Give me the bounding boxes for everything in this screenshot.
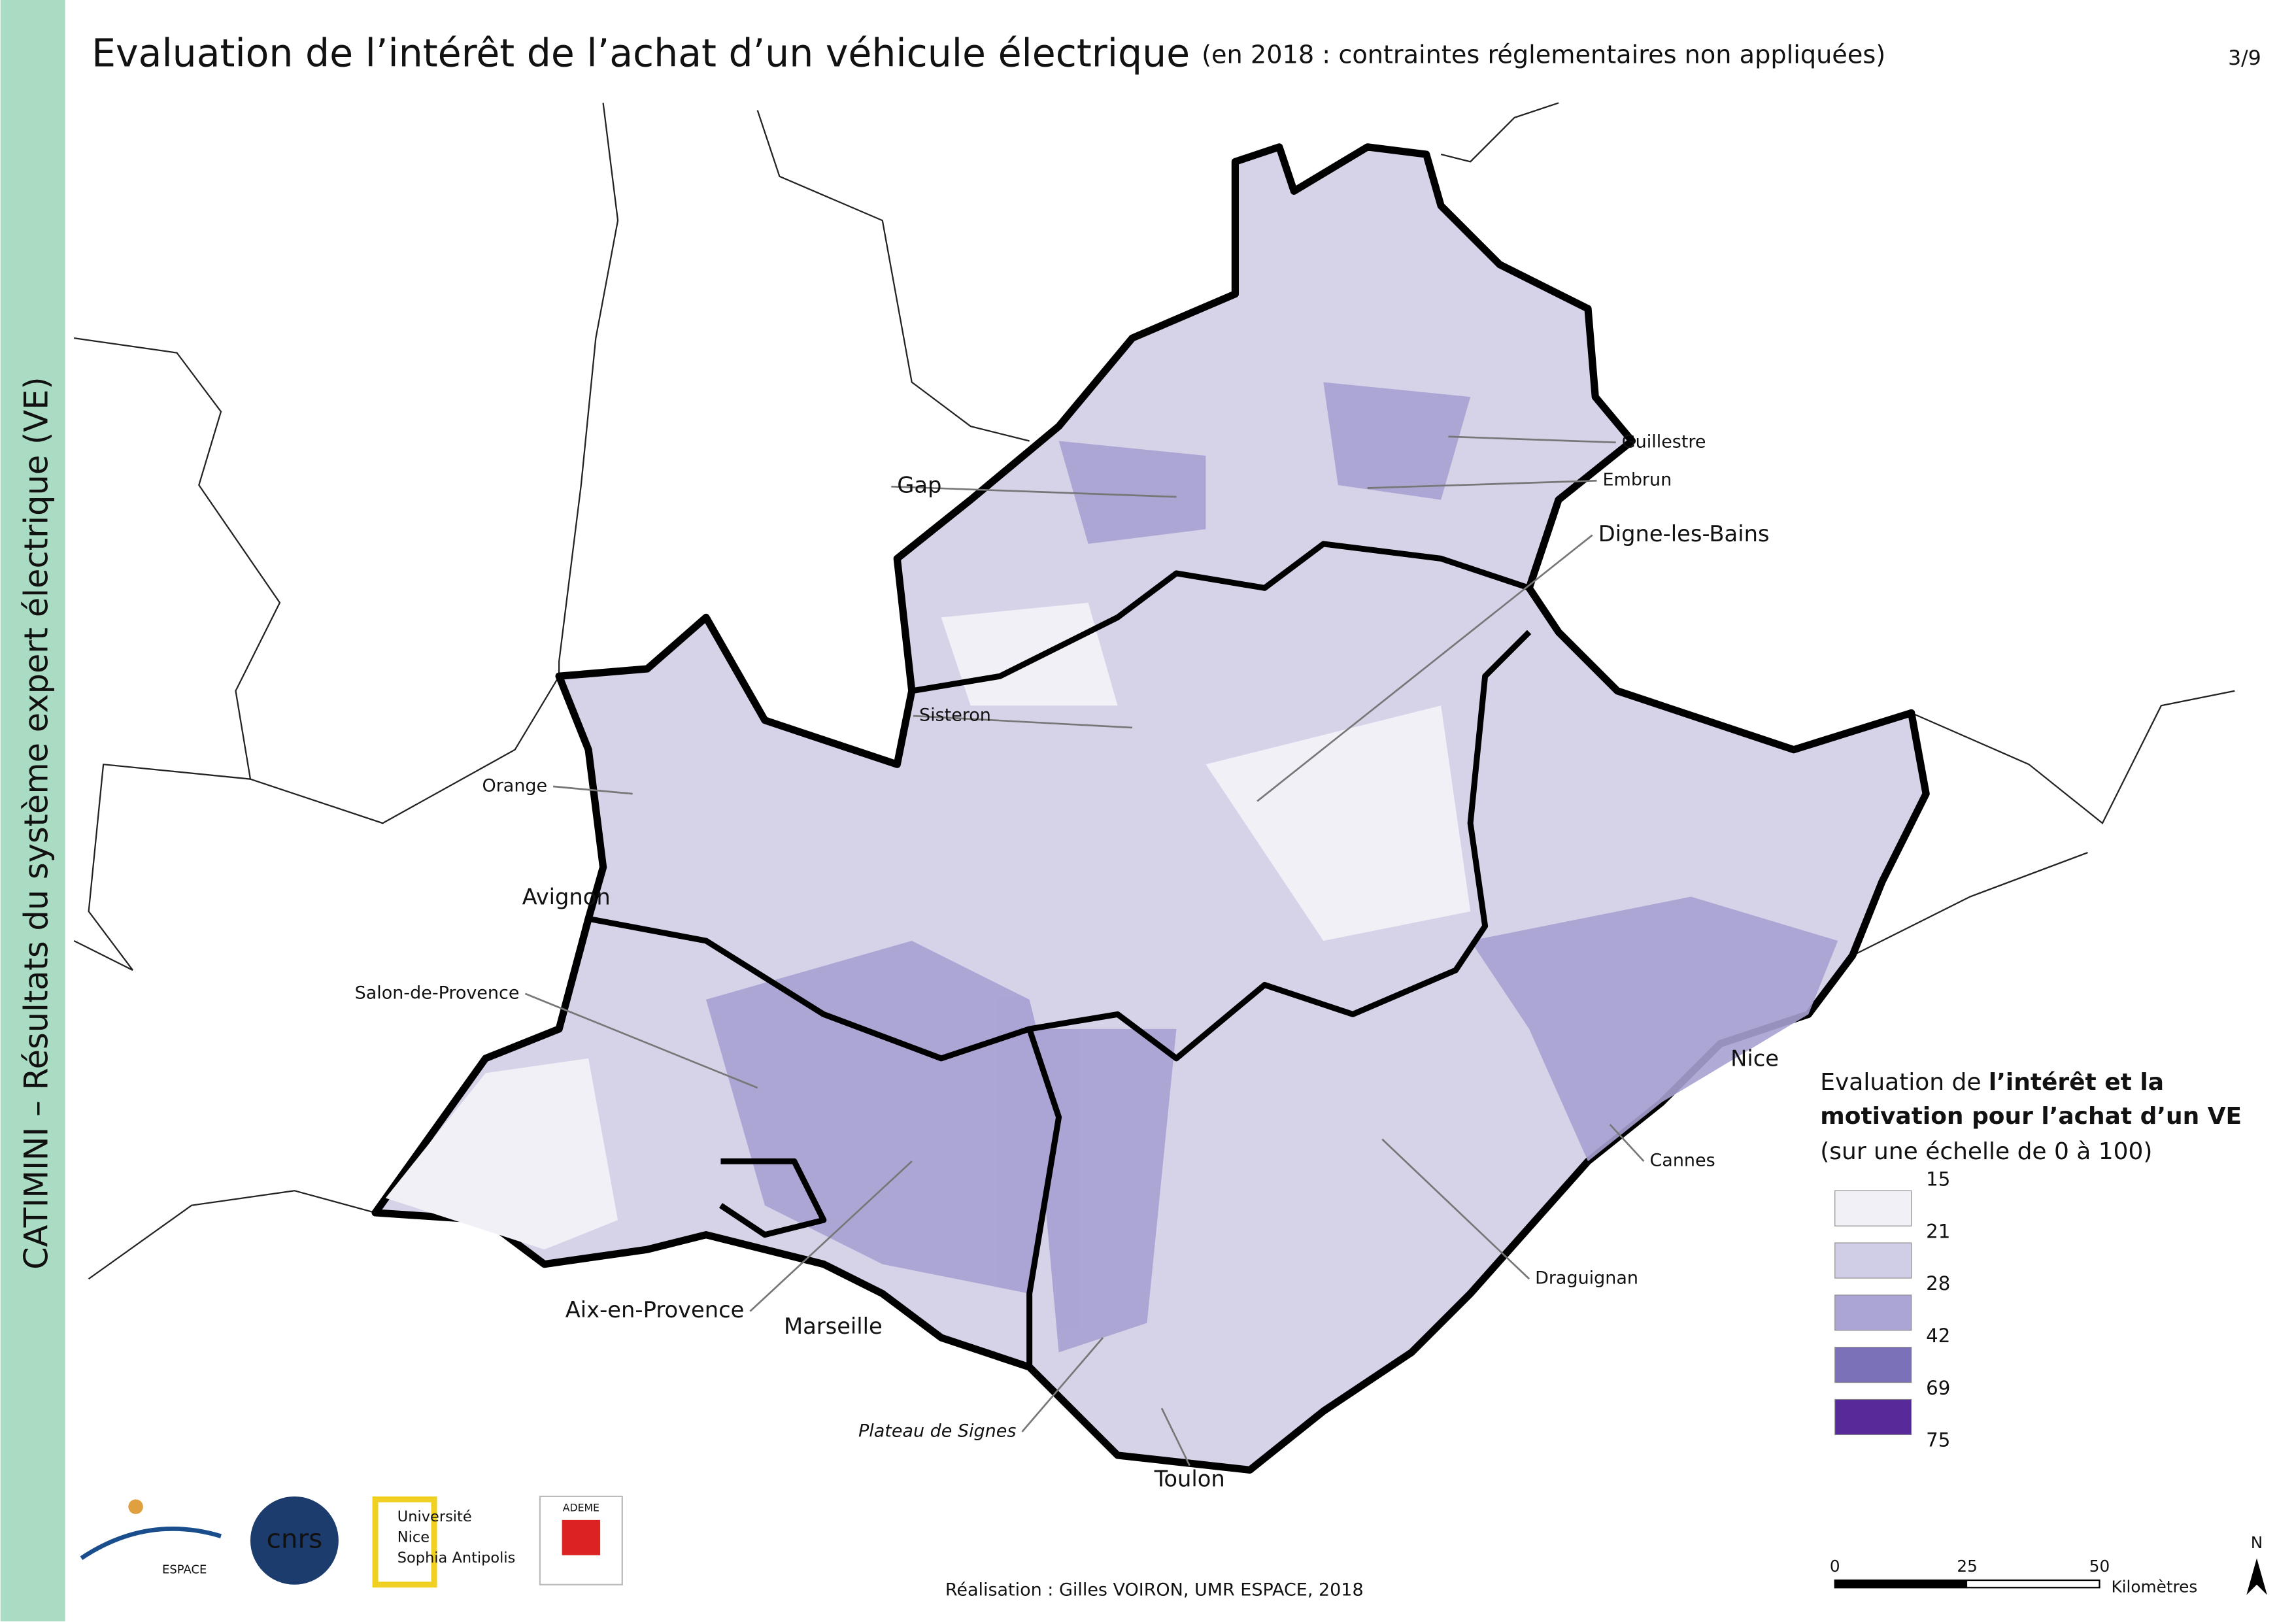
scale-label: 50 — [2089, 1557, 2110, 1576]
high-interest-zones — [705, 382, 1838, 1353]
place-label: Gap — [897, 473, 941, 498]
page-number: 3/9 — [2228, 46, 2261, 70]
place-label: Avignon — [522, 884, 611, 909]
place-labels: Gap Guillestre Embrun Digne-les-Bains Sister… — [355, 431, 1779, 1491]
place-label: Salon-de-Provence — [355, 983, 520, 1003]
legend-label: 28 — [1926, 1272, 1950, 1294]
logo-cnrs: cnrs — [267, 1523, 323, 1554]
department-borders — [588, 541, 1532, 1368]
sidebar-text: CATIMINI – Résultats du système expert é… — [18, 377, 56, 1270]
scale-unit: Kilomètres — [2111, 1577, 2197, 1596]
leader-line — [1367, 479, 1597, 489]
legend-swatch — [1834, 1398, 1912, 1436]
leader-line — [913, 715, 1133, 729]
leader-line — [891, 485, 1177, 498]
leader-line — [1448, 435, 1616, 444]
place-label: Nice — [1730, 1046, 1779, 1072]
scale-label: 25 — [1957, 1557, 1977, 1576]
leader-line — [1381, 1138, 1530, 1280]
logo-univ: Université — [397, 1508, 472, 1525]
logo-ademe: ADEME — [563, 1501, 599, 1514]
credit: Réalisation : Gilles VOIRON, UMR ESPACE,… — [945, 1580, 1364, 1600]
legend-label: 69 — [1926, 1377, 1950, 1399]
legend-swatch — [1834, 1294, 1912, 1331]
leader-line — [1160, 1408, 1190, 1466]
place-label: Embrun — [1603, 470, 1672, 490]
legend-label: 75 — [1926, 1429, 1950, 1451]
place-label: Plateau de Signes — [858, 1421, 1016, 1441]
place-label: Aix-en-Provence — [565, 1297, 745, 1323]
leader-line — [749, 1160, 913, 1312]
scale-bar: 0 25 50 Kilomètres — [1830, 1557, 2197, 1596]
leader-line — [1257, 534, 1593, 802]
legend-swatch — [1834, 1347, 1912, 1383]
leader-line — [1609, 1124, 1645, 1162]
place-label: Orange — [482, 775, 547, 796]
place-label: Guillestre — [1622, 431, 1706, 452]
scale-label: 0 — [1830, 1557, 1840, 1576]
neighbour-borders — [73, 102, 2235, 1280]
leader-line — [553, 785, 633, 795]
logo-espace: ESPACE — [162, 1563, 207, 1576]
legend-title: motivation pour l’achat d’un VE — [1820, 1103, 2242, 1130]
sidebar-band — [0, 0, 65, 1621]
legend-label: 15 — [1926, 1168, 1950, 1190]
logo-univ: Nice — [397, 1529, 430, 1546]
logo-univ: Sophia Antipolis — [397, 1549, 516, 1566]
legend-swatch — [1834, 1242, 1912, 1279]
title: Evaluation de l’intérêt de l’achat d’un … — [92, 31, 1885, 76]
low-interest-zones — [385, 602, 1471, 1250]
legend: 15 21 28 42 69 75 — [1834, 1168, 1950, 1451]
legend-label: 21 — [1926, 1220, 1950, 1242]
legend-title: Evaluation de l’intérêt et la — [1820, 1069, 2164, 1096]
place-label: Sisteron — [919, 705, 991, 725]
place-label: Toulon — [1154, 1466, 1225, 1492]
place-label: Digne-les-Bains — [1598, 521, 1770, 547]
legend-label: 42 — [1926, 1325, 1950, 1347]
north-arrow: N — [2246, 1533, 2267, 1595]
north-label: N — [2251, 1533, 2263, 1552]
leader-line — [1021, 1337, 1104, 1432]
place-label: Cannes — [1649, 1151, 1715, 1171]
place-label: Draguignan — [1535, 1268, 1638, 1289]
legend-title: (sur une échelle de 0 à 100) — [1820, 1138, 2152, 1165]
logos: ESPACE cnrs Université Nice Sophia Antip… — [80, 1495, 623, 1588]
place-label: Marseille — [784, 1313, 883, 1339]
leader-line — [524, 992, 758, 1089]
legend-swatch — [1834, 1190, 1912, 1226]
